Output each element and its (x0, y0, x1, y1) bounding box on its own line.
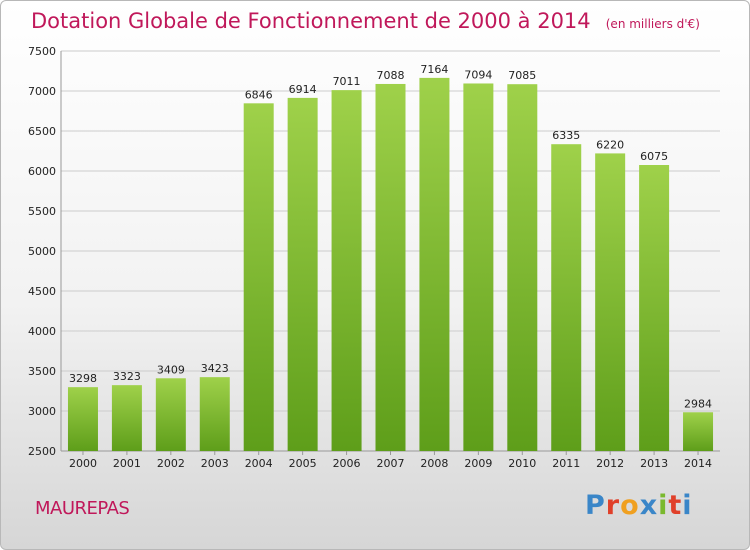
bar (595, 153, 626, 451)
x-tick-label: 2007 (377, 457, 405, 470)
bar (683, 412, 714, 451)
x-tick-label: 2009 (464, 457, 492, 470)
x-tick-label: 2010 (508, 457, 536, 470)
bar-value-label: 7085 (508, 69, 536, 82)
x-tick-label: 2002 (157, 457, 185, 470)
bar (243, 103, 274, 451)
proxiti-logo[interactable]: Proxiti (585, 490, 693, 521)
x-tick-label: 2004 (245, 457, 273, 470)
brand-letter: P (585, 490, 606, 521)
y-tick-label: 5000 (28, 245, 56, 258)
bar-value-label: 7164 (420, 63, 448, 76)
x-tick-label: 2005 (289, 457, 317, 470)
bar-value-label: 2984 (684, 397, 712, 410)
brand-letter: r (605, 490, 621, 521)
bar-value-label: 3409 (157, 363, 185, 376)
bar (155, 378, 186, 451)
bar-value-label: 7088 (377, 69, 405, 82)
y-tick-label: 2500 (28, 445, 56, 458)
brand-letter: i (658, 490, 669, 521)
x-tick-label: 2003 (201, 457, 229, 470)
bar-value-label: 6335 (552, 129, 580, 142)
bar (419, 77, 450, 451)
y-tick-label: 7500 (28, 45, 56, 58)
y-tick-label: 7000 (28, 85, 56, 98)
bar-value-label: 6075 (640, 150, 668, 163)
x-tick-label: 2012 (596, 457, 624, 470)
bar-value-label: 3323 (113, 370, 141, 383)
bar-value-label: 6914 (289, 83, 317, 96)
x-tick-label: 2011 (552, 457, 580, 470)
title-row: Dotation Globale de Fonctionnement de 20… (31, 9, 700, 33)
bar (287, 97, 318, 451)
bar (639, 165, 670, 451)
y-tick-label: 4000 (28, 325, 56, 338)
bar (199, 377, 230, 451)
commune-name: MAUREPAS (35, 498, 130, 519)
bar-value-label: 7011 (333, 75, 361, 88)
bar (375, 83, 406, 452)
x-tick-label: 2014 (684, 457, 712, 470)
bar (507, 84, 538, 451)
bar-value-label: 3298 (69, 372, 97, 385)
y-tick-label: 6000 (28, 165, 56, 178)
brand-letter: t (668, 490, 683, 521)
y-tick-label: 3500 (28, 365, 56, 378)
y-tick-label: 4500 (28, 285, 56, 298)
bar-value-label: 3423 (201, 362, 229, 375)
brand-letter: i (682, 490, 693, 521)
x-tick-label: 2008 (420, 457, 448, 470)
x-tick-label: 2001 (113, 457, 141, 470)
bar-value-label: 6846 (245, 88, 273, 101)
brand-letter: x (639, 490, 659, 521)
bar (331, 90, 362, 452)
y-tick-label: 5500 (28, 205, 56, 218)
brand-letter: o (620, 490, 640, 521)
y-tick-label: 6500 (28, 125, 56, 138)
bar (111, 385, 142, 451)
y-tick-label: 3000 (28, 405, 56, 418)
x-tick-label: 2013 (640, 457, 668, 470)
x-tick-label: 2000 (69, 457, 97, 470)
bar (551, 144, 582, 451)
chart-title: Dotation Globale de Fonctionnement de 20… (31, 9, 591, 33)
x-tick-label: 2006 (333, 457, 361, 470)
bar-value-label: 6220 (596, 138, 624, 151)
chart-unit: (en milliers d'€) (605, 17, 700, 31)
bar (67, 387, 98, 451)
bar (463, 83, 494, 451)
bar-value-label: 7094 (464, 68, 492, 81)
